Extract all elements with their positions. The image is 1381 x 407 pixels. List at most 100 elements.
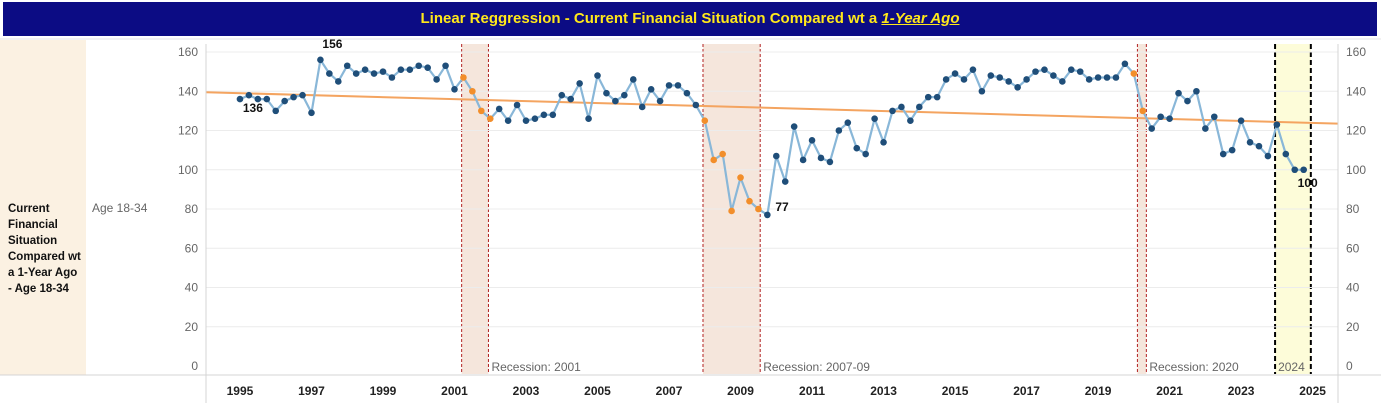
data-point-90 [1041,66,1048,73]
data-point-29 [495,105,503,113]
x-tick-2003: 2003 [513,384,540,398]
chart-title-emphasis: 1-Year Ago [881,10,960,27]
data-point-9 [317,56,324,64]
data-point-32 [522,117,530,124]
data-point-89 [1032,68,1039,75]
x-tick-1997: 1997 [298,384,325,398]
data-point-104 [1166,115,1173,123]
data-point-38 [576,80,583,87]
data-point-84 [987,72,995,79]
data-point-77 [924,93,932,101]
x-tick-2013: 2013 [870,384,897,398]
data-point-97 [1103,74,1111,81]
data-point-102 [1148,125,1156,132]
data-point-35 [549,111,557,119]
data-point-22 [433,76,440,83]
row-subheader-label: Age 18-34 [92,201,148,215]
data-point-95 [1085,76,1093,83]
data-point-20 [415,62,423,70]
data-point-57 [746,197,753,205]
data-point-8 [308,109,315,117]
axes-layer: 0 0 20 20 40 40 60 60 80 80 100 100 120 120 140 140 160 1… [0,38,1381,403]
data-point-75 [907,117,914,124]
data-point-100 [1130,70,1138,77]
data-point-70 [862,150,869,158]
data-point-67 [835,127,843,134]
data-point-40 [594,72,601,79]
data-point-25 [460,74,467,81]
data-point-39 [585,115,592,123]
x-tick-1995: 1995 [227,384,254,398]
trend-line [205,91,1339,125]
data-point-44 [629,76,637,83]
data-point-63 [799,156,807,164]
data-point-61 [781,178,789,185]
y-tick-right-160: 160 [1346,45,1366,59]
data-point-15 [370,70,378,77]
y-tick-right-40: 40 [1346,281,1360,295]
data-point-16 [379,68,387,75]
y-tick-right-20: 20 [1346,320,1360,334]
data-point-43 [621,91,628,99]
x-tick-2025: 2025 [1299,384,1326,398]
data-point-55 [728,207,735,215]
y-tick-left-60: 60 [185,241,199,255]
data-point-34 [540,111,548,119]
y-tick-left-0: 0 [191,359,198,373]
y-tick-left-40: 40 [185,281,199,295]
data-point-71 [871,115,878,123]
x-tick-2019: 2019 [1085,384,1112,398]
data-point-3 [263,95,271,103]
data-point-113 [1246,138,1254,146]
data-point-78 [933,93,941,101]
chart-title: Linear Reggression - Current Financial S… [3,2,1377,36]
data-point-18 [397,66,405,73]
data-point-36 [558,91,566,99]
y-tick-left-80: 80 [185,202,199,216]
data-point-106 [1184,97,1191,105]
data-point-12 [343,62,351,70]
data-point-4 [272,107,280,115]
data-label-1: 156 [322,37,342,51]
data-point-115 [1264,152,1272,160]
data-point-31 [513,101,521,109]
row-header-panel: Current Financial Situation Compared wt … [0,40,86,375]
data-point-79 [942,76,950,83]
data-point-19 [406,66,414,73]
data-point-92 [1059,78,1066,85]
data-point-17 [388,74,396,81]
data-point-49 [674,82,682,89]
x-tick-2017: 2017 [1013,384,1040,398]
data-point-85 [996,74,1004,81]
data-point-5 [281,97,288,105]
y-tick-left-140: 140 [178,84,198,98]
row-header-label: Current Financial Situation Compared wt … [8,203,81,295]
data-point-46 [647,85,655,93]
recession-label-1: Recession: 2007-09 [763,360,870,374]
data-point-54 [719,150,726,158]
highlight-label: 2024 [1278,360,1305,374]
data-point-82 [969,66,977,73]
x-tick-2001: 2001 [441,384,468,398]
y-tick-right-120: 120 [1346,124,1366,138]
chart-title-prefix: Linear Reggression - Current Financial S… [420,10,882,27]
data-point-118 [1291,166,1299,174]
data-label-2: 77 [775,200,789,214]
series-layer [236,56,1307,219]
data-point-88 [1023,76,1030,83]
data-point-76 [916,103,923,111]
data-point-117 [1282,150,1290,158]
y-tick-left-20: 20 [185,320,199,334]
data-point-111 [1228,146,1236,154]
data-point-72 [880,138,887,146]
data-point-105 [1175,89,1182,97]
data-point-86 [1005,78,1012,85]
data-point-81 [960,76,968,83]
data-point-99 [1121,60,1129,68]
data-point-10 [326,70,333,77]
data-point-110 [1219,150,1227,158]
y-tick-left-120: 120 [178,124,198,138]
y-tick-right-140: 140 [1346,84,1366,98]
y-tick-right-100: 100 [1346,163,1366,177]
data-point-103 [1157,113,1164,121]
